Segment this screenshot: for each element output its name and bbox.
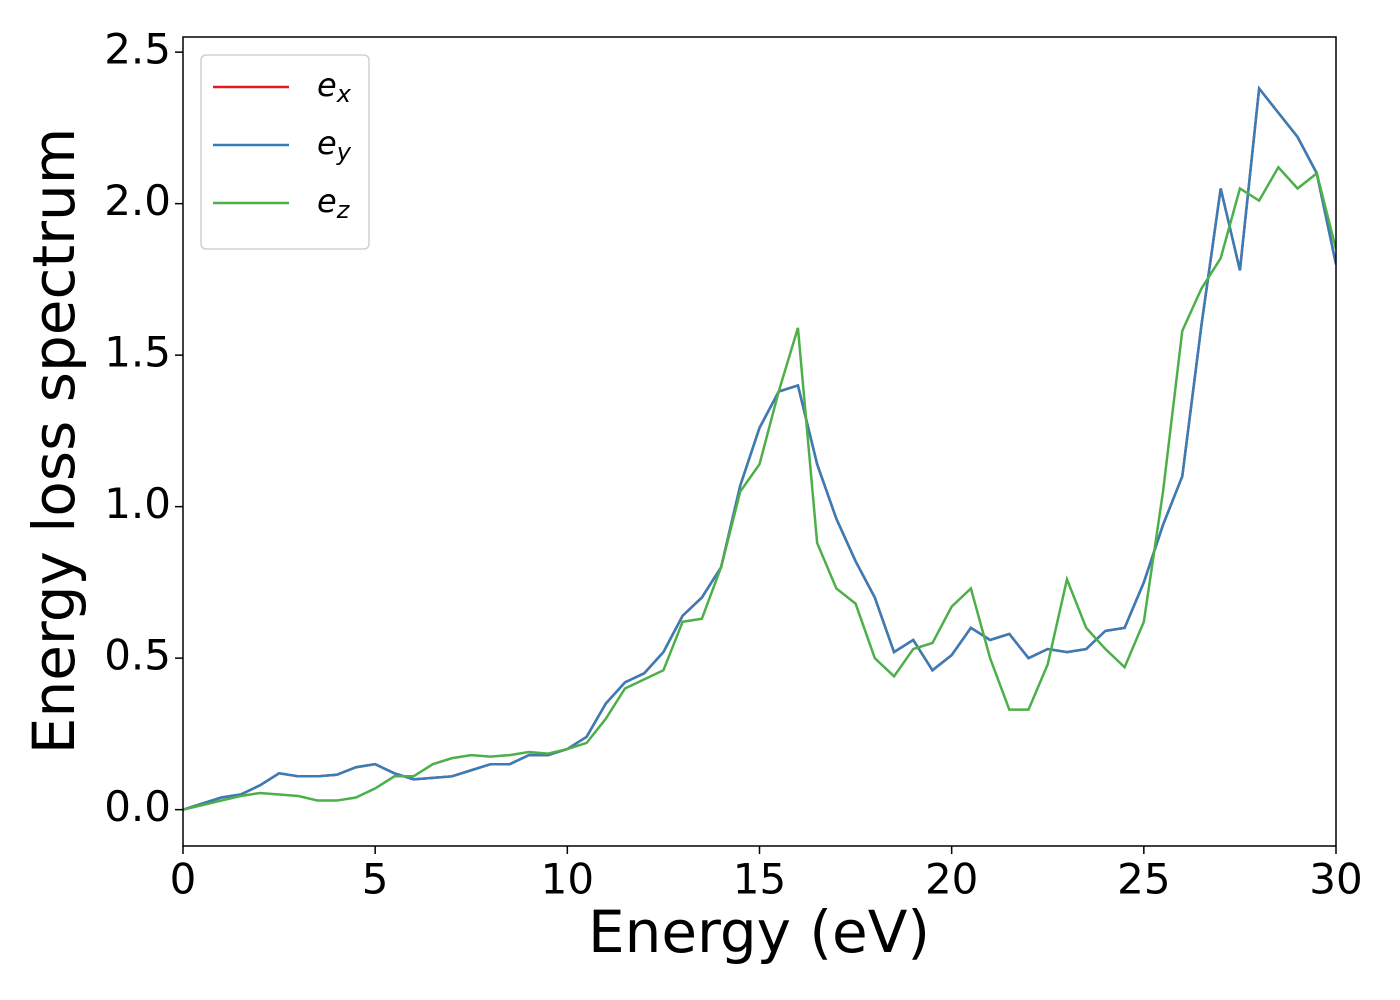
series-line [183,85,1336,811]
y-tick-label: 1.5 [104,328,171,377]
y-tick-label: 2.0 [104,176,171,225]
y-axis-label: Energy loss spectrum [20,128,88,754]
x-axis-label: Energy (eV) [588,898,930,966]
legend-label: ex [317,66,352,108]
x-tick-label: 30 [1309,855,1362,904]
legend-box [200,54,370,250]
x-tick-label: 0 [170,855,197,904]
series-line [183,165,1336,811]
x-tick-label: 20 [925,855,978,904]
legend-label: ez [317,182,351,224]
x-tick-label: 5 [362,855,389,904]
plot-frame [182,36,1337,847]
legend: ex ey ez [200,54,370,250]
y-tick-label: 2.5 [104,25,171,74]
x-tick-label: 15 [733,855,786,904]
x-tick-label: 25 [1117,855,1170,904]
y-tick-label: 0.0 [104,782,171,831]
legend-label: ey [317,124,352,166]
y-tick-label: 0.5 [104,631,171,680]
y-tick-label: 1.0 [104,479,171,528]
x-tick-label: 10 [541,855,594,904]
